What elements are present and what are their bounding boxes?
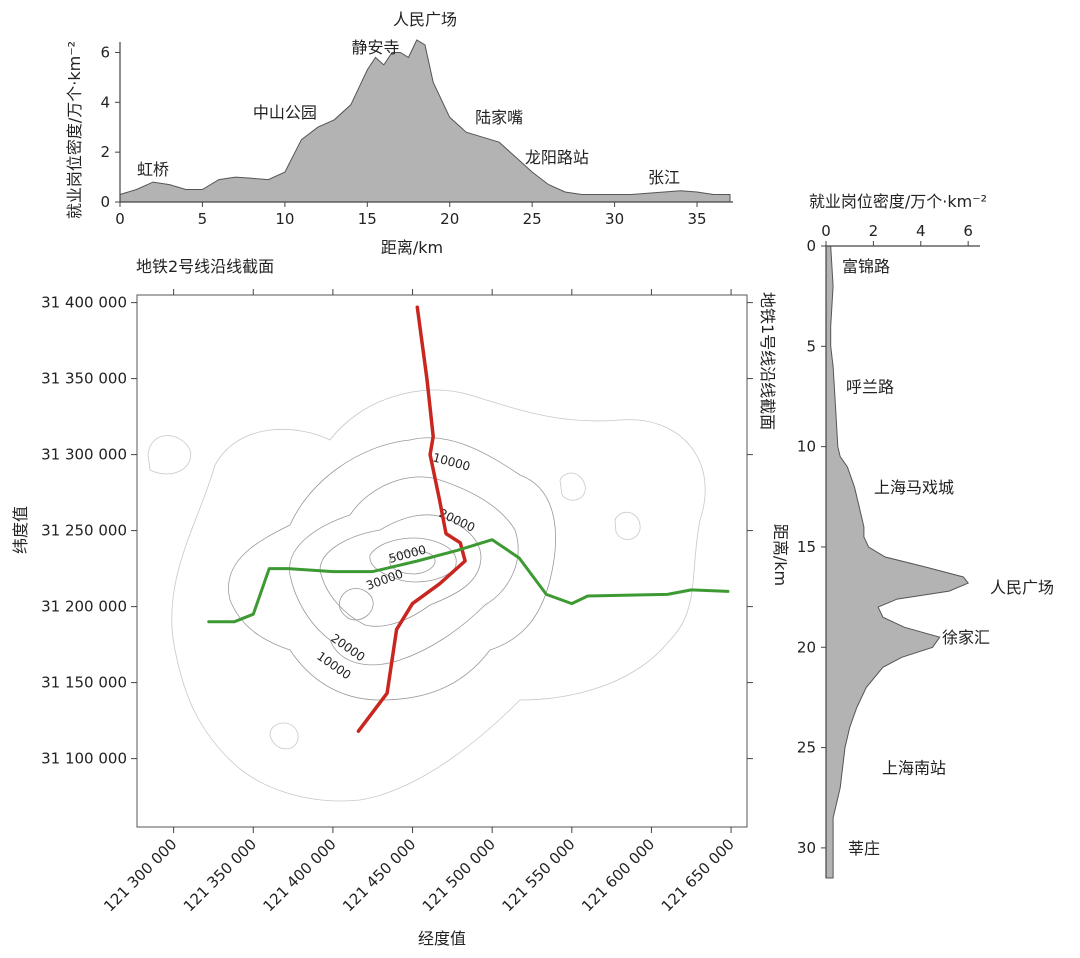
top-x-tick-label: 15 <box>358 210 377 228</box>
top-x-tick-label: 0 <box>115 210 125 228</box>
top-annotation-label: 静安寺 <box>352 38 400 57</box>
top-y-label-main: 就业岗位密度/万个·km⁻² <box>65 41 84 219</box>
right-y-tick-label: 10 <box>797 438 816 456</box>
contour-mid-2 <box>614 511 641 540</box>
contour-inner-1 <box>389 550 436 575</box>
top-annotation-label: 陆家嘴 <box>475 108 523 127</box>
top-x-tick-label: 10 <box>275 210 294 228</box>
right-x-tick-label: 6 <box>963 222 973 240</box>
top-x-tick-label: 30 <box>605 210 624 228</box>
right-y-tick-label: 0 <box>806 237 816 255</box>
right-annotation-label: 莘庄 <box>848 839 880 858</box>
map-top-ticks <box>173 289 732 295</box>
top-y-tick-label: 6 <box>100 43 110 61</box>
right-y-tick-label: 15 <box>797 538 816 556</box>
right-x-tick-label: 0 <box>821 222 831 240</box>
right-title: 地铁1号线沿线截面 <box>758 292 777 430</box>
contour-30000 <box>319 514 482 627</box>
contour-outer-3 <box>269 722 299 750</box>
top-x-tick-label: 25 <box>523 210 542 228</box>
right-x-ticks: 0 2 4 6 <box>821 222 973 246</box>
top-x-label: 距离/km <box>381 238 443 257</box>
right-annotation-label: 徐家汇 <box>942 628 990 647</box>
right-y-tick-label: 25 <box>797 739 816 757</box>
map-y-tick-label: 31 250 000 <box>41 522 127 540</box>
line1-density-area <box>825 245 969 879</box>
top-annotation-label: 龙阳路站 <box>525 148 589 167</box>
right-y-label: 距离/km <box>771 524 790 586</box>
contour-label-10000-top: 10000 <box>431 450 472 473</box>
map-y-tick-label: 31 300 000 <box>41 446 127 464</box>
contour-inner-2 <box>338 588 374 621</box>
map-y-tick-label: 31 150 000 <box>41 674 127 692</box>
top-annotation-label: 虹桥 <box>137 160 169 179</box>
top-y-ticks: 0 2 4 6 <box>100 43 120 211</box>
top-x-tick-label: 20 <box>440 210 459 228</box>
map-y-label: 纬度值 <box>11 506 30 554</box>
right-y-tick-label: 20 <box>797 638 816 656</box>
map-x-tick-label: 121 450 000 <box>339 835 419 915</box>
map-x-label: 经度值 <box>418 929 466 948</box>
map-x-tick-label: 121 600 000 <box>578 835 658 915</box>
top-annotation-label: 张江 <box>648 168 680 187</box>
contour-10000 <box>228 437 556 701</box>
map-y-tick-label: 31 200 000 <box>41 598 127 616</box>
contour-outer-2 <box>147 435 192 475</box>
top-y-label: 就业岗位密度/万个·km⁻² <box>65 41 84 219</box>
top-title: 地铁2号线沿线截面 <box>136 257 274 276</box>
contour-map-panel: 10000 20000 50000 30000 20000 10000 121 … <box>11 289 753 948</box>
top-x-ticks: 0 5 10 15 20 25 30 35 <box>115 202 707 228</box>
map-x-tick-label: 121 400 000 <box>260 835 340 915</box>
map-frame <box>136 294 748 828</box>
top-y-tick-label: 0 <box>100 193 110 211</box>
map-y-tick-label: 31 400 000 <box>41 294 127 312</box>
map-y-ticks: 31 100 000 31 150 000 31 200 000 31 250 000… <box>41 294 137 768</box>
top-annotation-label: 中山公园 <box>253 103 317 122</box>
contour-mid-1 <box>559 472 586 501</box>
right-annotation-label: 上海南站 <box>882 759 946 778</box>
right-y-tick-label: 5 <box>806 337 816 355</box>
right-profile-panel: 0 2 4 6 0 5 10 15 20 25 30 富锦路呼兰路上海马戏城人民广场徐家汇上海南站… <box>758 192 1054 879</box>
top-x-tick-label: 35 <box>687 210 706 228</box>
map-x-tick-label: 121 500 000 <box>419 835 499 915</box>
metro-line-2 <box>207 538 730 624</box>
right-annotation-label: 富锦路 <box>842 257 890 276</box>
map-right-ticks <box>747 302 753 760</box>
right-annotation-label: 上海马戏城 <box>874 478 954 497</box>
contour-lines <box>147 389 706 802</box>
map-y-tick-label: 31 100 000 <box>41 750 127 768</box>
contour-outer-1 <box>171 389 706 802</box>
right-annotation-label: 呼兰路 <box>846 377 894 396</box>
right-y-ticks: 0 5 10 15 20 25 30 <box>797 237 826 857</box>
top-x-tick-label: 5 <box>198 210 208 228</box>
map-x-tick-label: 121 650 000 <box>658 835 738 915</box>
map-y-tick-label: 31 350 000 <box>41 370 127 388</box>
metro-line-1 <box>356 305 467 733</box>
right-y-tick-label: 30 <box>797 839 816 857</box>
map-x-tick-label: 121 300 000 <box>100 835 180 915</box>
right-x-tick-label: 2 <box>869 222 879 240</box>
right-annotation-label: 人民广场 <box>990 578 1054 597</box>
map-x-ticks: 121 300 000 121 350 000 121 400 000 121 450… <box>100 827 738 915</box>
top-y-tick-label: 4 <box>100 93 110 111</box>
map-x-tick-label: 121 350 000 <box>180 835 260 915</box>
right-x-tick-label: 4 <box>916 222 926 240</box>
top-y-tick-label: 2 <box>100 143 110 161</box>
right-x-label: 就业岗位密度/万个·km⁻² <box>809 192 987 211</box>
contour-20000 <box>289 476 519 666</box>
map-x-tick-label: 121 550 000 <box>498 835 578 915</box>
line2-density-area <box>119 39 731 203</box>
top-profile-panel: 0 5 10 15 20 25 30 35 0 2 4 6 虹桥 中山公园 静安寺 人民广场陆家嘴龙阳路站… <box>65 10 733 276</box>
top-annotation-label: 人民广场 <box>393 10 457 29</box>
